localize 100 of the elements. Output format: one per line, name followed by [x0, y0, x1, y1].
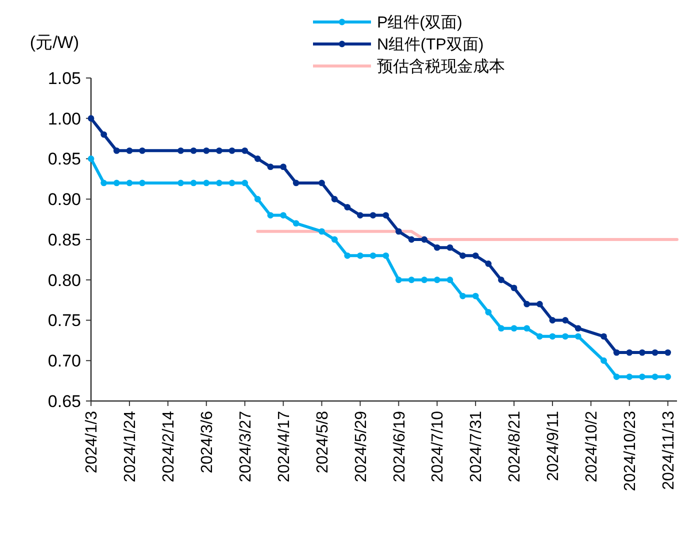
point — [472, 252, 479, 259]
x-tick-label: 2024/7/10 — [430, 410, 447, 482]
point — [434, 244, 440, 251]
point — [395, 228, 402, 235]
point — [574, 333, 582, 340]
point — [139, 147, 146, 154]
y-axis-title: (元/W) — [30, 33, 79, 52]
point — [524, 300, 530, 308]
point — [485, 260, 492, 267]
y-tick-label: 0.95 — [48, 150, 81, 169]
point — [344, 252, 351, 259]
x-tick-label: 2024/8/21 — [506, 410, 524, 482]
point — [292, 220, 300, 227]
x-tick-label: 2024/11/13 — [660, 410, 678, 490]
legend-label: P组件(双面) — [377, 14, 462, 32]
y-tick-label: 0.85 — [48, 230, 81, 250]
x-tick-label: 2024/3/6 — [198, 410, 216, 474]
x-tick-label: 2024/5/8 — [314, 410, 332, 474]
point — [434, 276, 440, 284]
point — [280, 212, 286, 218]
x-tick-label: 2024/1/24 — [122, 410, 140, 482]
point — [600, 333, 607, 340]
point — [344, 204, 351, 210]
point — [100, 131, 108, 138]
point — [549, 333, 556, 340]
point — [292, 180, 300, 186]
point — [510, 284, 518, 292]
point — [664, 374, 672, 380]
point — [446, 276, 454, 284]
point — [88, 115, 94, 122]
y-tick-label: 1.00 — [48, 109, 81, 128]
point — [216, 180, 222, 186]
point — [254, 196, 261, 202]
point — [613, 374, 620, 380]
x-tick-label: 2024/3/27 — [237, 410, 254, 482]
point — [664, 349, 672, 356]
point — [228, 180, 236, 186]
point — [356, 212, 364, 218]
point — [356, 252, 364, 259]
y-tick-label: 0.75 — [48, 311, 81, 330]
point — [460, 252, 466, 259]
y-tick-label: 0.90 — [48, 190, 81, 210]
point — [408, 276, 415, 284]
point — [203, 180, 210, 186]
point — [600, 357, 607, 364]
point — [498, 325, 504, 332]
point — [639, 374, 646, 380]
point — [524, 325, 530, 332]
x-tick-label: 2024/9/11 — [545, 410, 562, 481]
point — [331, 196, 338, 202]
point — [485, 308, 492, 316]
y-tick-label: 0.80 — [48, 270, 81, 290]
point — [510, 325, 518, 332]
point — [460, 292, 466, 300]
point — [113, 180, 120, 186]
point — [242, 147, 248, 154]
point — [421, 236, 428, 243]
point — [536, 300, 543, 308]
x-tick-label: 2024/5/29 — [352, 410, 370, 482]
x-tick-label: 2024/2/14 — [160, 410, 178, 482]
point — [126, 180, 133, 186]
point — [228, 147, 236, 154]
point — [472, 292, 479, 300]
legend-label: N组件(TP双面) — [377, 36, 484, 54]
point — [126, 147, 133, 154]
point — [280, 164, 286, 170]
point — [100, 180, 108, 186]
point — [562, 317, 568, 324]
point — [421, 276, 428, 284]
point — [216, 147, 222, 154]
point — [190, 147, 197, 154]
x-tick-label: 2024/10/23 — [622, 410, 639, 492]
point — [203, 147, 210, 154]
point — [178, 180, 184, 186]
x-tick-label: 2024/4/17 — [276, 410, 293, 482]
x-tick-label: 2024/6/19 — [391, 410, 408, 482]
x-tick-label: 2024/1/3 — [84, 410, 101, 474]
point — [88, 156, 94, 162]
point — [613, 349, 620, 356]
point — [382, 212, 390, 218]
point — [652, 374, 658, 380]
point — [626, 374, 633, 380]
point — [549, 317, 556, 324]
point — [370, 212, 376, 218]
y-tick-label: 0.70 — [48, 352, 81, 371]
point — [652, 349, 658, 356]
legend-label: 预估含税现金成本 — [377, 58, 505, 76]
point — [446, 244, 454, 251]
point — [139, 180, 146, 186]
point — [178, 147, 184, 154]
point — [318, 228, 325, 235]
point — [626, 349, 633, 356]
x-tick-label: 2024/10/2 — [584, 410, 601, 482]
point — [267, 212, 274, 218]
point — [242, 180, 248, 186]
point — [254, 156, 261, 162]
point — [562, 333, 568, 340]
x-tick-label: 2024/7/31 — [468, 410, 486, 482]
point — [190, 180, 197, 186]
point — [408, 236, 415, 243]
